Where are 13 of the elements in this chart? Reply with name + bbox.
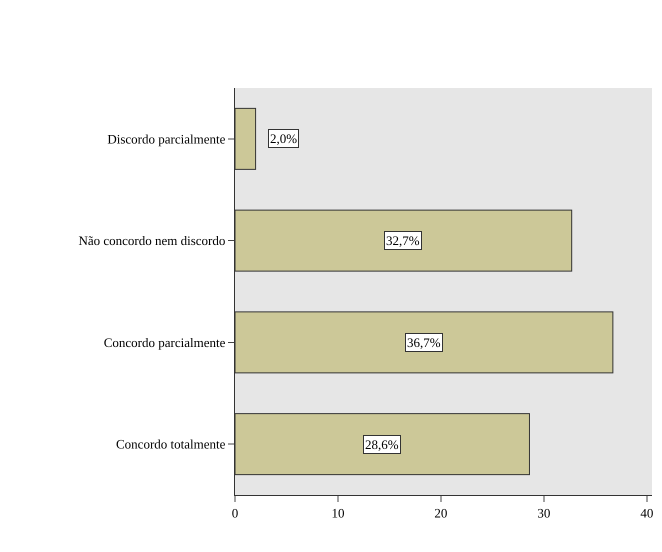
x-tick-label: 20 (434, 506, 448, 521)
y-tick-label: Concordo parcialmente (104, 334, 226, 350)
x-tick-label: 10 (331, 506, 344, 521)
x-tick-label: 40 (640, 506, 654, 521)
data-label: 32,7% (386, 233, 420, 248)
y-tick-label: Discordo parcialmente (107, 131, 226, 146)
data-label: 2,0% (270, 131, 298, 146)
y-tick-label: Concordo totalmente (116, 436, 226, 452)
y-tick-label: Não concordo nem discordo (78, 233, 226, 248)
data-label: 36,7% (407, 335, 441, 350)
data-label: 28,6% (365, 437, 399, 452)
x-tick-label: 30 (537, 506, 550, 521)
x-tick-label: 0 (232, 506, 238, 521)
